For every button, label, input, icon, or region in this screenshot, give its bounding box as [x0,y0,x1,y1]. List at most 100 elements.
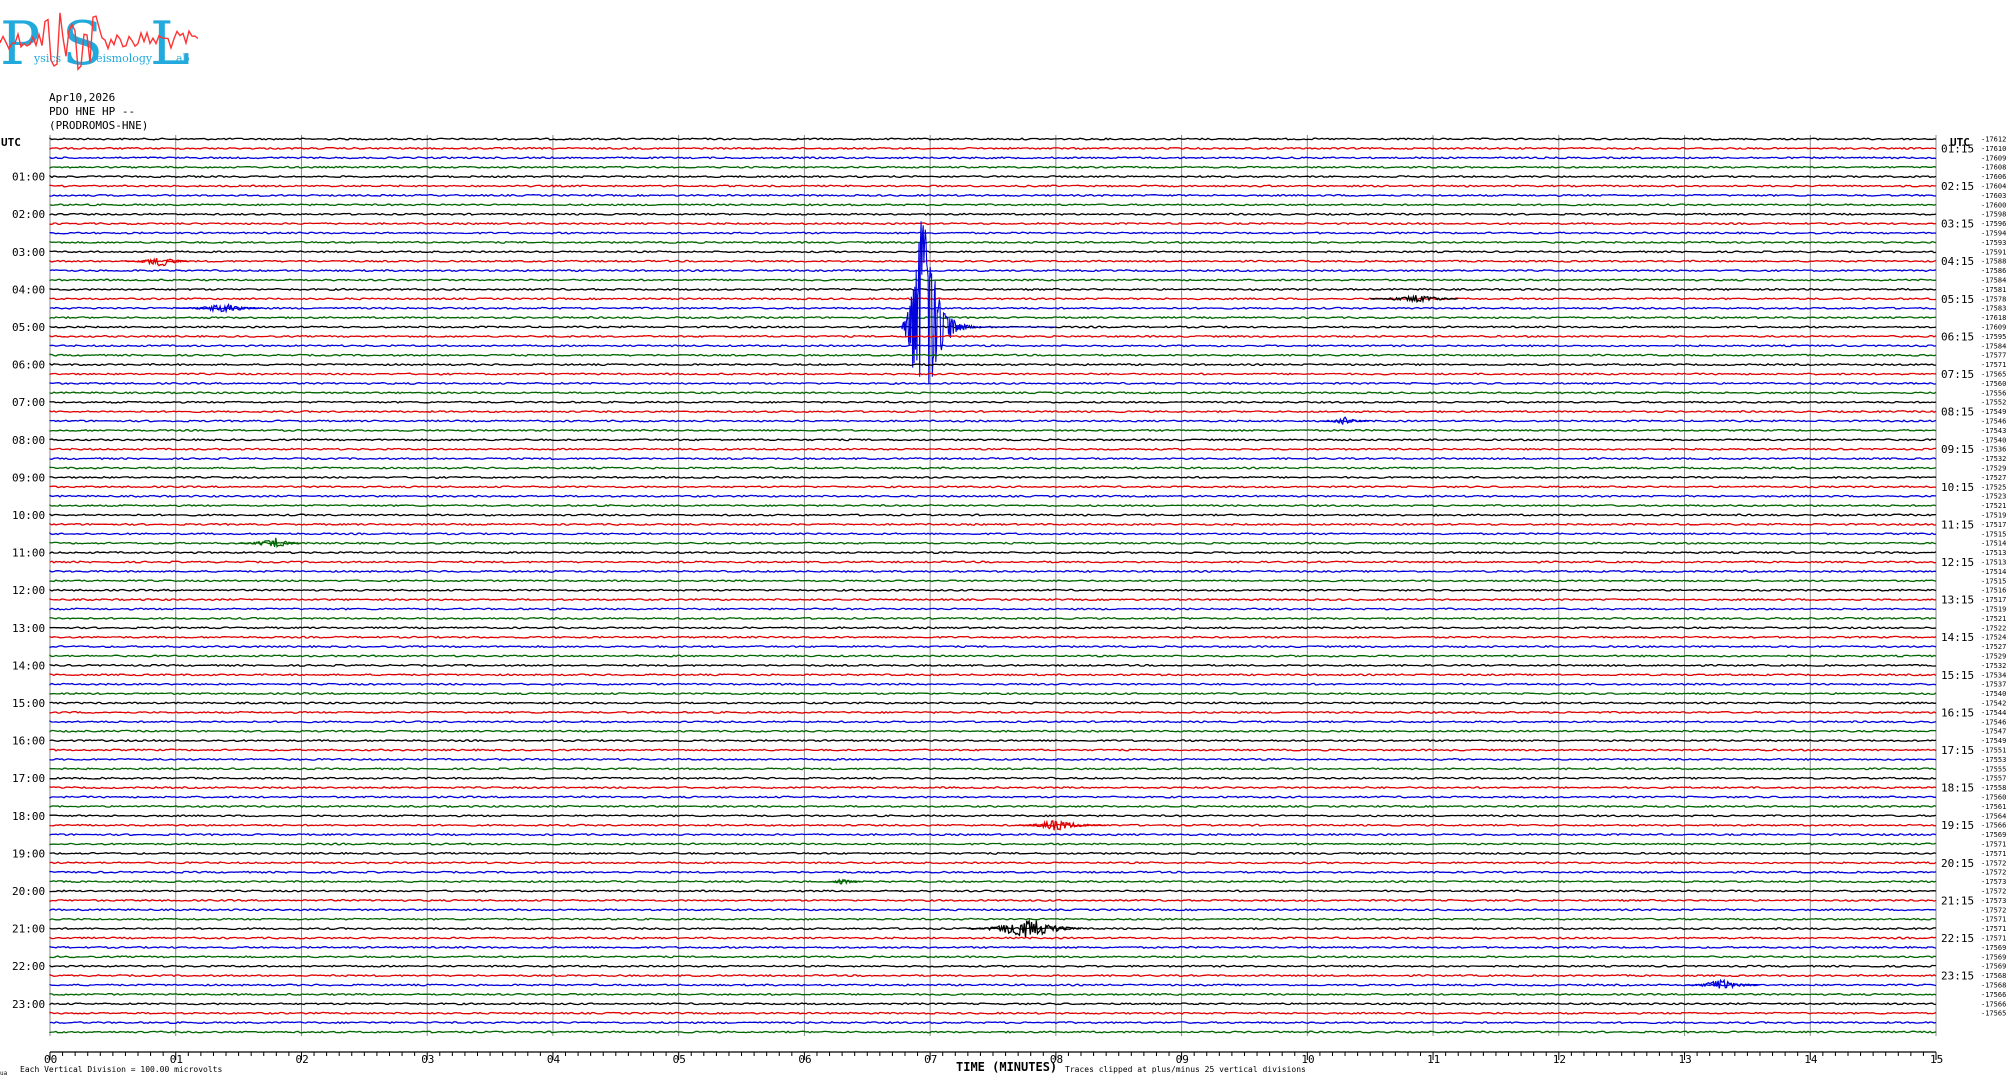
trace-line [49,692,1937,696]
trace-line [49,983,1937,987]
trace-line [49,701,1937,705]
trace-offset: -17549 [1981,737,2006,745]
event-waveform [125,257,189,267]
trace-line [49,278,1937,282]
trace-offset: -17557 [1981,775,2006,783]
hour-label-right: 20:15 [1941,857,1974,870]
hour-label-right: 11:15 [1941,518,1974,531]
trace-offset: -17612 [1981,136,2006,144]
trace-line [49,287,1937,292]
trace-offset: -17569 [1981,963,2006,971]
trace-line [49,955,1937,959]
trace-line [49,748,1937,752]
trace-offset: -17560 [1981,380,2006,388]
trace-offset: -17546 [1981,418,2006,426]
trace-line [49,1011,1937,1015]
trace-offset: -17560 [1981,794,2006,802]
hour-label-left: 05:00 [12,321,45,334]
trace-line [49,936,1937,940]
trace-line [49,550,1937,555]
hour-label-right: 08:15 [1941,406,1974,419]
hour-label-left: 20:00 [12,885,45,898]
event-waveform [1684,978,1759,990]
hour-label-right: 23:15 [1941,970,1974,983]
trace-line [49,861,1937,865]
trace-line [49,945,1937,950]
trace-offset: -17523 [1981,493,2006,501]
trace-offset: -17521 [1981,615,2006,623]
trace-offset: -17572 [1981,859,2006,867]
trace-line [49,400,1937,404]
trace-offset: -17572 [1981,869,2006,877]
trace-offset: -17540 [1981,690,2006,698]
trace-offset: -17583 [1981,305,2006,313]
hour-label-left: 01:00 [12,171,45,184]
x-tick-label: 06 [798,1053,811,1066]
trace-offset: -17521 [1981,502,2006,510]
trace-line [49,344,1937,348]
x-tick-label: 11 [1427,1053,1440,1066]
x-axis: 00 01 02 03 04 05 06 07 08 09 10 11 12 13 14 15 [44,1051,1943,1066]
trace-line [49,315,1937,320]
trace-line [49,221,1937,226]
seismic-traces [49,137,1937,1034]
event-waveform [1370,294,1458,304]
event-waveform [898,221,1056,385]
trace-line [49,457,1937,461]
trace-offset: -17569 [1981,944,2006,952]
logo-word: ysics [33,52,62,65]
trace-offset: -17571 [1981,841,2006,849]
hour-label-right: 09:15 [1941,443,1974,456]
hour-label-right: 13:15 [1941,594,1974,607]
trace-offset: -17532 [1981,662,2006,670]
trace-offset: -17529 [1981,465,2006,473]
trace-line [49,569,1936,574]
hour-label-left: 13:00 [12,622,45,635]
trace-line [49,541,1937,545]
utc-label-right: UTC [1950,136,1970,149]
trace-offset-labels: -17612-17610-17609-17608-17606-17604-176… [1981,136,2006,1018]
trace-line [49,926,1937,931]
trace-line [49,419,1937,423]
trace-line [49,804,1937,809]
trace-line [49,889,1937,893]
trace-line [49,165,1937,169]
trace-offset: -17543 [1981,427,2006,435]
trace-line [49,146,1937,150]
x-tick-label: 13 [1679,1053,1692,1066]
x-tick-label: 09 [1176,1053,1189,1066]
trace-line [49,259,1937,263]
hour-label-right: 18:15 [1941,782,1974,795]
hour-label-right: 05:15 [1941,293,1974,306]
trace-offset: -17527 [1981,474,2006,482]
hour-label-left: 07:00 [12,396,45,409]
trace-offset: -17572 [1981,906,2006,914]
hour-label-left: 02:00 [12,208,45,221]
trace-offset: -17604 [1981,183,2006,191]
trace-offset: -17594 [1981,230,2006,238]
trace-line [49,720,1937,724]
trace-line [49,447,1937,451]
trace-line [49,174,1937,179]
trace-line [49,438,1937,442]
event-waveform [175,302,264,314]
trace-line [49,381,1937,385]
trace-offset: -17565 [1981,1010,2006,1018]
trace-offset: -17514 [1981,568,2006,576]
trace-line [49,353,1937,357]
trace-offset: -17568 [1981,972,2006,980]
trace-line [49,184,1937,188]
x-tick-label: 07 [924,1053,937,1066]
scale-note: Each Vertical Division = 100.00 microvol… [20,1065,222,1074]
hour-label-left: 08:00 [12,434,45,447]
trace-offset: -17540 [1981,436,2006,444]
trace-offset: -17618 [1981,314,2006,322]
hour-label-left: 22:00 [12,960,45,973]
hour-label-right: 02:15 [1941,180,1974,193]
trace-line [49,917,1937,921]
trace-offset: -17596 [1981,220,2006,228]
trace-offset: -17581 [1981,286,2006,294]
trace-offset: -17577 [1981,352,2006,360]
event-waveform [967,918,1082,938]
trace-line [49,513,1937,517]
